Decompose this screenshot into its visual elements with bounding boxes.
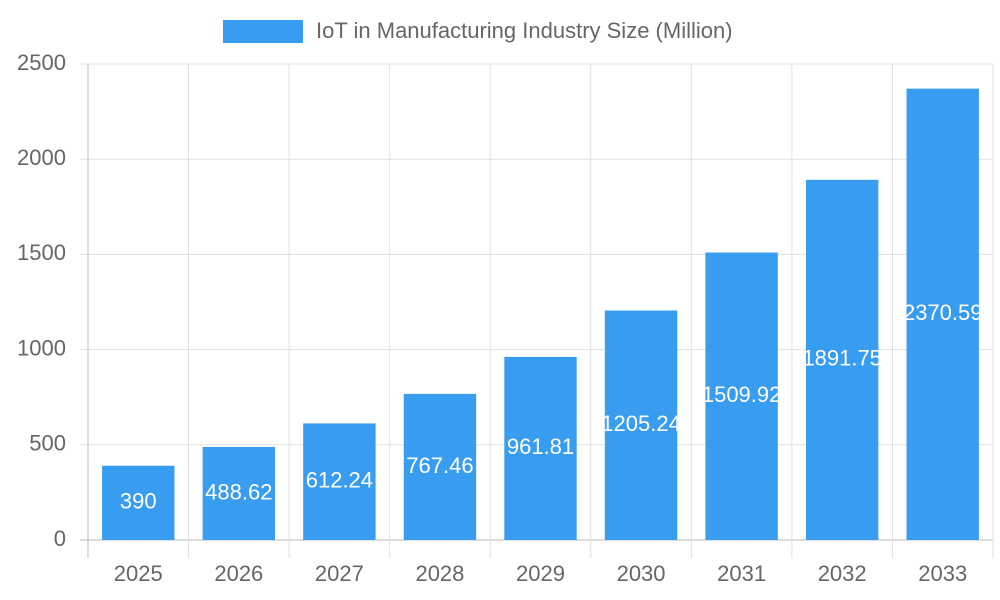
bar (102, 465, 175, 540)
data-label: 612.24 (306, 468, 373, 493)
y-tick-label: 1500 (17, 240, 66, 265)
bar (805, 179, 879, 541)
y-tick-label: 0 (54, 526, 66, 551)
data-label: 1205.24 (601, 411, 681, 436)
x-tick-label: 2032 (818, 561, 867, 586)
data-label: 1891.75 (802, 346, 882, 371)
x-tick-label: 2027 (315, 561, 364, 586)
x-tick-label: 2029 (516, 561, 565, 586)
y-tick-label: 2500 (17, 50, 66, 75)
x-tick-label: 2030 (617, 561, 666, 586)
bar (303, 423, 376, 540)
y-tick-label: 2000 (17, 145, 66, 170)
y-tick-label: 500 (29, 431, 66, 456)
legend-swatch[interactable] (223, 20, 303, 43)
x-tick-label: 2025 (114, 561, 163, 586)
data-label: 767.46 (406, 453, 473, 478)
x-tick-label: 2033 (918, 561, 967, 586)
bar (906, 88, 979, 541)
x-tick-label: 2028 (415, 561, 464, 586)
data-label: 390 (120, 489, 157, 514)
bar (604, 310, 678, 540)
legend-label[interactable]: IoT in Manufacturing Industry Size (Mill… (316, 18, 733, 43)
data-label: 2370.59 (903, 300, 983, 325)
bar (504, 356, 577, 540)
y-tick-label: 1000 (17, 335, 66, 360)
data-label: 488.62 (205, 479, 272, 504)
x-tick-label: 2026 (214, 561, 263, 586)
data-label: 961.81 (507, 434, 574, 459)
x-tick-label: 2031 (717, 561, 766, 586)
bar (202, 446, 276, 540)
bar (403, 393, 477, 540)
bar (705, 252, 778, 540)
data-label: 1509.92 (702, 382, 782, 407)
